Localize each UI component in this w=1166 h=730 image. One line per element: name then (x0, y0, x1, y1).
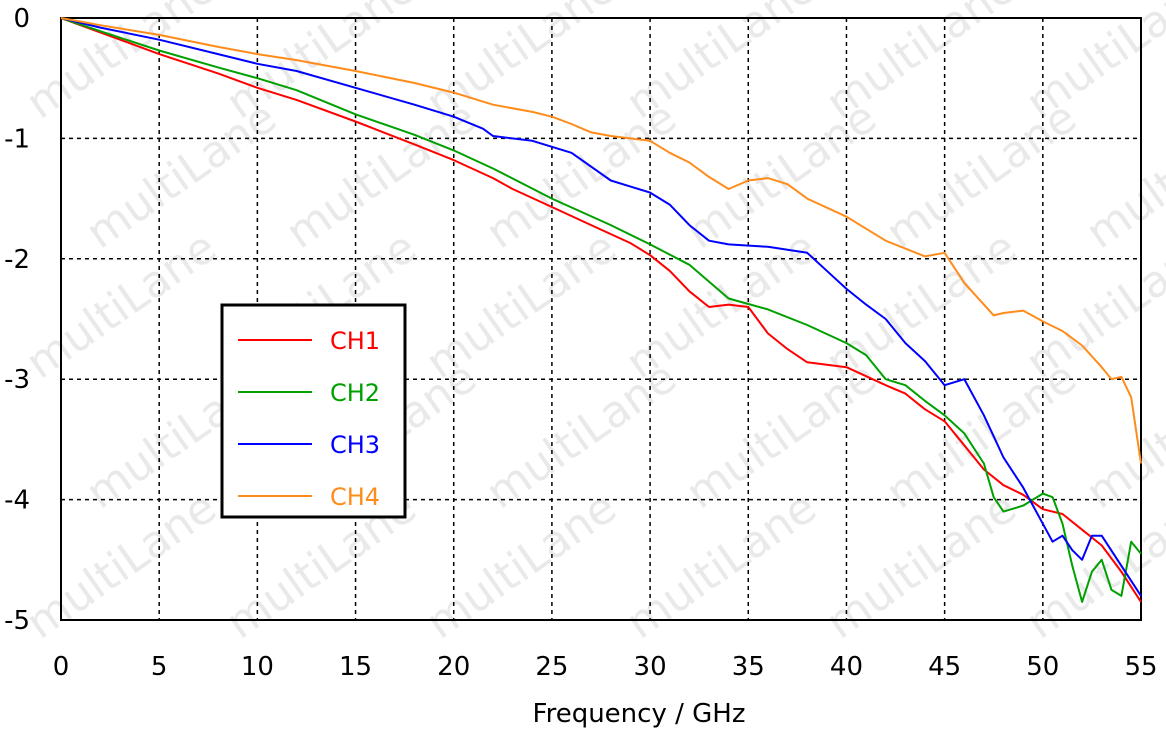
x-tick-label: 40 (830, 652, 863, 682)
series-line-ch2 (60, 17, 1142, 603)
plot-area-border (60, 17, 1142, 621)
x-tick-label: 5 (151, 652, 168, 682)
x-axis-label: Frequency / GHz (533, 699, 746, 729)
series-line-ch1 (60, 17, 1142, 603)
watermark-text: multiLane (1077, 92, 1166, 259)
series-lines (60, 17, 1142, 603)
series-line-ch3 (60, 17, 1142, 597)
legend: CH1 CH2 CH3 CH4 (220, 303, 407, 519)
legend-label-ch4: CH4 (330, 483, 380, 511)
legend-label-ch2: CH2 (330, 379, 380, 407)
x-tick-label: 30 (634, 652, 667, 682)
watermark-layer: multiLanemultiLanemultiLanemultiLanemult… (17, 0, 1166, 649)
y-tick-label: 0 (13, 4, 30, 34)
x-tick-label: 45 (928, 652, 961, 682)
x-tick-label: 55 (1124, 652, 1157, 682)
y-tick-label: -3 (4, 365, 30, 395)
x-tick-label: 20 (437, 652, 470, 682)
y-tick-label: -1 (4, 124, 30, 154)
x-tick-label: 25 (535, 652, 568, 682)
y-tick-labels: 0 -1 -2 -3 -4 -5 (4, 4, 30, 636)
series-line-ch4 (60, 17, 1142, 464)
legend-label-ch1: CH1 (330, 327, 380, 355)
x-tick-label: 15 (339, 652, 372, 682)
x-tick-label: 35 (732, 652, 765, 682)
x-tick-label: 10 (241, 652, 274, 682)
x-tick-labels: 0 5 10 15 20 25 30 35 40 45 50 55 (53, 652, 1158, 682)
legend-label-ch3: CH3 (330, 431, 380, 459)
x-tick-label: 0 (53, 652, 70, 682)
x-tick-label: 50 (1026, 652, 1059, 682)
y-tick-label: -4 (4, 486, 30, 516)
y-tick-label: -5 (4, 606, 30, 636)
watermark-text: multiLane (17, 0, 226, 129)
y-tick-label: -2 (4, 245, 30, 275)
